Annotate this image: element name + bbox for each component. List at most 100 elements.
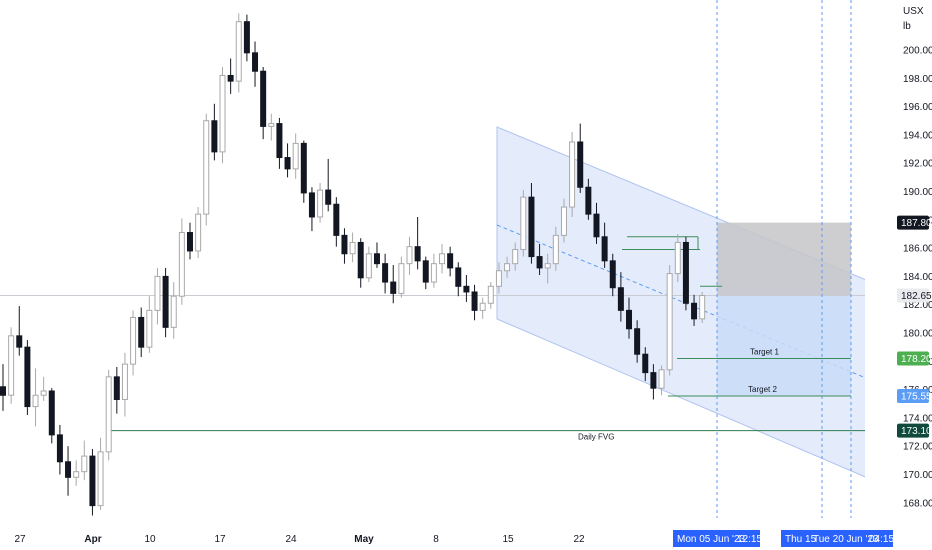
- resistance-zone: [717, 222, 851, 296]
- candle: [585, 178, 592, 220]
- candle: [252, 41, 259, 87]
- candle: [154, 267, 161, 325]
- time-tick-label: 8: [433, 534, 439, 545]
- candle: [8, 327, 15, 404]
- price-axis[interactable]: USX lb 168.00170.00172.00174.00176.00178…: [897, 6, 932, 509]
- candle-body: [414, 246, 421, 262]
- candle: [32, 368, 39, 427]
- candle: [666, 265, 673, 376]
- date-badge-label: 04:15: [869, 534, 894, 545]
- candle: [48, 388, 55, 444]
- candle: [577, 123, 584, 193]
- price-tick-label: 174.00: [903, 413, 932, 424]
- candle-body: [16, 335, 23, 348]
- candle: [243, 14, 250, 62]
- candle: [593, 202, 600, 244]
- candle-body: [235, 21, 242, 82]
- candle: [479, 297, 486, 319]
- price-badge-label: 175.55: [901, 391, 932, 402]
- candle-body: [487, 285, 494, 304]
- price-tick-label: 180.00: [903, 329, 932, 340]
- candle-body: [260, 70, 267, 127]
- candle: [203, 113, 210, 226]
- candle: [300, 140, 307, 203]
- candle-body: [333, 203, 340, 236]
- candle-body: [495, 270, 502, 287]
- candle-body: [292, 142, 299, 170]
- candle: [365, 246, 372, 283]
- daily-fvg-label: Daily FVG: [578, 433, 614, 442]
- candle-body: [89, 455, 96, 507]
- candle-body: [300, 142, 307, 194]
- candle: [528, 183, 535, 264]
- candle: [422, 256, 429, 290]
- candle-body: [593, 213, 600, 238]
- price-tick-label: 186.00: [903, 244, 932, 255]
- candle: [235, 13, 242, 93]
- candle: [211, 103, 218, 161]
- candle: [40, 376, 47, 401]
- candle: [308, 187, 315, 232]
- candle-body: [439, 253, 446, 265]
- candle: [430, 253, 437, 288]
- candle: [382, 253, 389, 294]
- price-badge-label: 178.20: [901, 354, 932, 365]
- price-tick-label: 196.00: [903, 102, 932, 113]
- candle: [609, 253, 616, 297]
- candle: [650, 364, 657, 400]
- candle-body: [634, 328, 641, 355]
- candle: [341, 228, 348, 264]
- candle: [276, 117, 283, 169]
- candle: [268, 113, 275, 141]
- candle-body: [390, 281, 397, 294]
- candle-body: [203, 120, 210, 215]
- candle-body: [382, 263, 389, 283]
- time-tick-label: May: [354, 534, 374, 545]
- candle: [113, 366, 120, 414]
- candle-body: [186, 232, 193, 252]
- candle: [373, 242, 380, 268]
- candle: [544, 253, 551, 284]
- candle: [455, 262, 462, 297]
- candle: [89, 449, 96, 516]
- date-badge-label: Tue 20 Jun '23: [813, 534, 879, 545]
- candle: [357, 238, 364, 288]
- candle-body: [357, 241, 364, 279]
- price-tick-label: 170.00: [903, 470, 932, 481]
- candle-body: [455, 267, 462, 287]
- candle: [121, 352, 128, 417]
- candle-body: [536, 256, 543, 269]
- time-tick-label: 24: [285, 534, 297, 545]
- candle-body: [154, 275, 161, 311]
- candle-body: [105, 376, 112, 453]
- candle-body: [471, 291, 478, 311]
- candle: [73, 460, 80, 486]
- candle: [463, 274, 470, 302]
- candle: [65, 446, 72, 496]
- time-tick-label: Apr: [84, 534, 101, 545]
- candle-body: [569, 141, 576, 208]
- candle-body: [325, 189, 332, 205]
- candle: [81, 440, 88, 481]
- candle: [0, 364, 6, 411]
- candle-body: [585, 186, 592, 215]
- date-badge-label: 12:15: [737, 534, 762, 545]
- candle-body: [276, 123, 283, 159]
- candle-body: [32, 394, 39, 408]
- candle-body: [211, 120, 218, 153]
- date-badge-label: Mon 05 Jun '23: [677, 534, 746, 545]
- candle: [325, 158, 332, 212]
- candle: [682, 236, 689, 311]
- candle-body: [252, 52, 259, 72]
- candle-body: [130, 316, 137, 365]
- candle-body: [65, 461, 72, 478]
- date-badge: [781, 530, 893, 547]
- time-tick-label: 10: [144, 534, 156, 545]
- candle: [333, 197, 340, 247]
- candle-body: [520, 196, 527, 251]
- candle: [504, 256, 511, 278]
- candle-body: [430, 263, 437, 283]
- candle-body: [512, 249, 519, 265]
